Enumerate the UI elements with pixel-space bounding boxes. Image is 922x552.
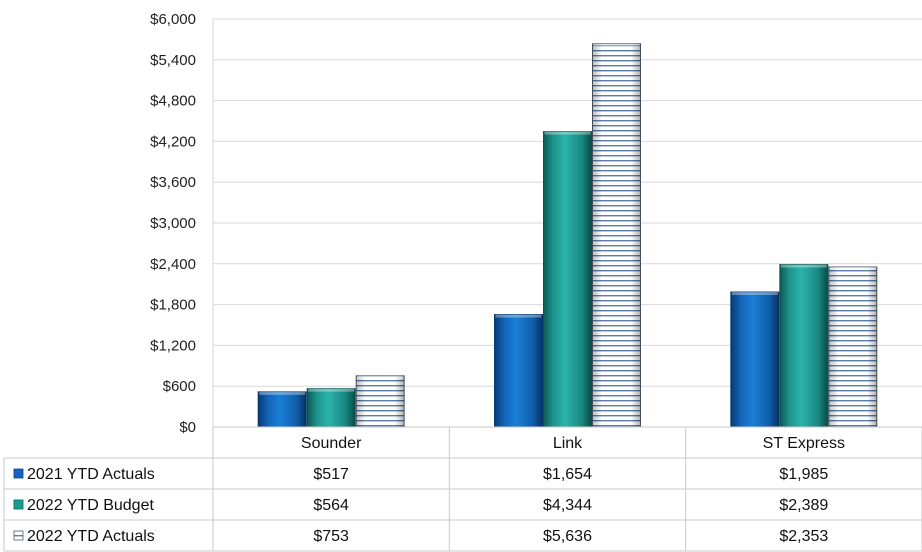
bar-highlight bbox=[593, 43, 640, 47]
bar-shading bbox=[828, 266, 877, 427]
legend-label: 2021 YTD Actuals bbox=[27, 466, 155, 483]
data-label: $753 bbox=[313, 528, 349, 545]
category-label: Link bbox=[553, 435, 583, 452]
data-table: Sounder Link ST Express 2021 YTD Actuals $51… bbox=[3, 426, 922, 552]
y-tick-label: $6,000 bbox=[150, 11, 196, 28]
bar-highlight bbox=[259, 391, 306, 395]
y-tick-label: $2,400 bbox=[150, 256, 196, 273]
data-label: $2,389 bbox=[779, 497, 828, 514]
category-label: ST Express bbox=[763, 435, 845, 452]
bar-shading bbox=[356, 375, 405, 427]
legend-key bbox=[13, 499, 24, 510]
bar-shading bbox=[730, 292, 779, 427]
legend-label: 2022 YTD Budget bbox=[27, 497, 154, 514]
y-tick-label: $3,600 bbox=[150, 174, 196, 191]
bar-shading bbox=[258, 391, 307, 427]
y-tick-label: $0 bbox=[179, 419, 196, 436]
data-label: $5,636 bbox=[543, 528, 592, 545]
bar-highlight bbox=[357, 375, 404, 379]
y-tick-label: $1,200 bbox=[150, 337, 196, 354]
bar-highlight bbox=[495, 314, 542, 318]
bar-highlight bbox=[829, 266, 876, 270]
bar-shading bbox=[779, 264, 828, 427]
legend-key bbox=[13, 530, 24, 541]
data-label: $2,353 bbox=[779, 528, 828, 545]
bar-highlight bbox=[731, 292, 778, 296]
bar-highlight bbox=[308, 388, 355, 392]
data-label: $564 bbox=[313, 497, 349, 514]
y-tick-label: $4,800 bbox=[150, 93, 196, 110]
bar-highlight bbox=[780, 264, 827, 268]
y-tick-label: $1,800 bbox=[150, 297, 196, 314]
bar-shading bbox=[592, 43, 641, 427]
y-tick-label: $3,000 bbox=[150, 215, 196, 232]
category-label: Sounder bbox=[301, 435, 362, 452]
y-tick-label: $4,200 bbox=[150, 133, 196, 150]
bar-shading bbox=[543, 131, 592, 427]
legend-key bbox=[13, 468, 24, 479]
y-tick-label: $5,400 bbox=[150, 52, 196, 69]
y-axis: $0 $600 $1,200 $1,800 $2,400 $3,000 $3,600 $4,2… bbox=[150, 11, 214, 436]
data-label: $1,985 bbox=[779, 466, 828, 483]
bar-shading bbox=[307, 388, 356, 427]
legend-label: 2022 YTD Actuals bbox=[27, 528, 155, 545]
bars bbox=[257, 43, 878, 428]
y-tick-label: $600 bbox=[163, 378, 196, 395]
bar-highlight bbox=[544, 131, 591, 135]
data-label: $4,344 bbox=[543, 497, 592, 514]
data-label: $1,654 bbox=[543, 466, 592, 483]
bar-shading bbox=[494, 314, 543, 427]
data-label: $517 bbox=[313, 466, 349, 483]
